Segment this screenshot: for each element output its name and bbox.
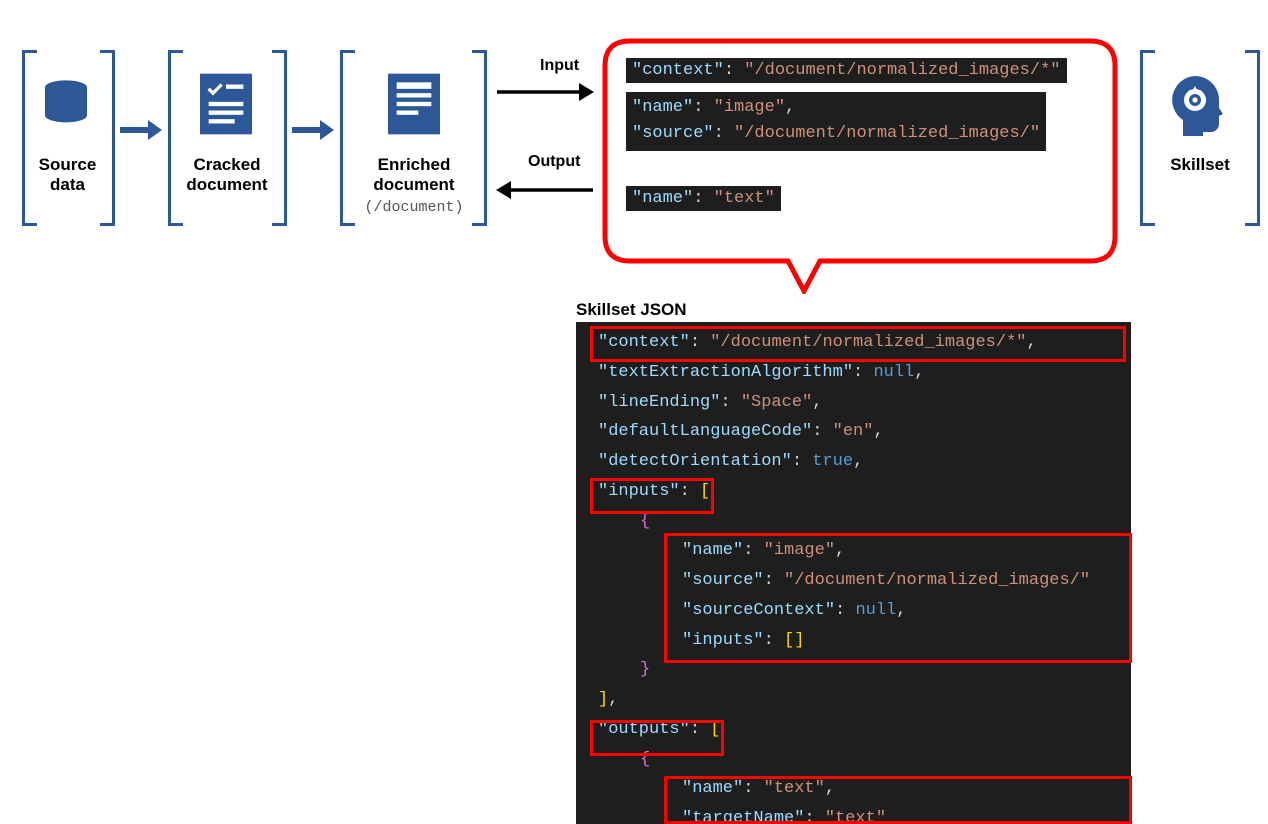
redbox-inputs-body [664,533,1132,663]
skillset-json-header: Skillset JSON [576,300,687,320]
bracket-source-right [100,50,115,226]
skillset-label: Skillset [1155,155,1245,175]
checklist-doc-icon [200,72,252,136]
redbox-inputs-key [590,478,714,514]
cracked-doc-label: Cracked document [168,155,286,196]
enriched-doc-label: Enriched document (/document) [340,155,488,217]
output-label: Output [528,152,580,171]
callout-line-name-source: "name": "image", "source": "/document/no… [626,92,1046,151]
input-label: Input [540,56,579,75]
bracket-cracked-left [168,50,183,226]
arrow-input [495,78,595,106]
source-data-label: Source data [20,155,115,196]
redbox-outputs-key [590,720,724,756]
bracket-source-left [22,50,37,226]
redbox-context [590,326,1126,362]
arrow-1 [118,115,163,145]
redbox-outputs-body [664,776,1132,824]
arrow-output [495,176,595,204]
bracket-skillset-left [1140,50,1155,226]
callout-line-context: "context": "/document/normalized_images/… [626,58,1067,83]
enriched-doc-icon [388,72,440,136]
arrow-2 [290,115,335,145]
bracket-cracked-right [272,50,287,226]
bracket-skillset-right [1245,50,1260,226]
database-icon [38,78,94,134]
cognition-head-icon [1165,74,1225,136]
callout-line-name-text: "name": "text" [626,186,781,211]
